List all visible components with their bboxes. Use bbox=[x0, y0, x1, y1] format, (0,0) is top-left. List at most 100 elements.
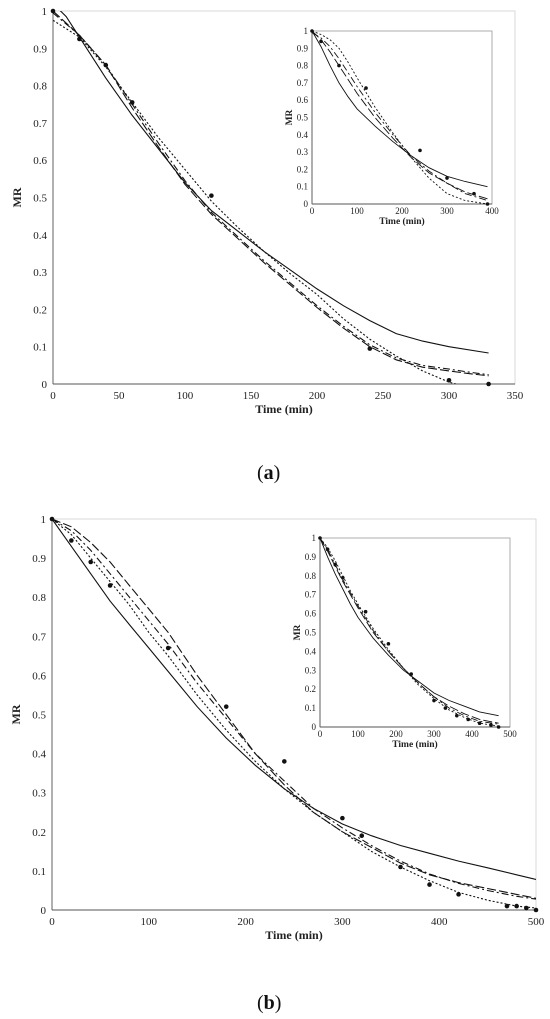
chart-b-inset-data-point bbox=[409, 672, 414, 676]
chart-b-inset-plot-frame bbox=[319, 537, 511, 728]
chart-b-y-tick-label: 0.3 bbox=[32, 788, 46, 800]
chart-a-inset-data-point bbox=[337, 63, 341, 68]
chart-a-data-point bbox=[209, 193, 214, 198]
chart-b-inset-y-tick-label: 0.2 bbox=[305, 684, 316, 694]
chart-b-inset-group: 0 0.1 0.2 0.3 0.4 0.5 0.6 0.7 0.8 0.9 1 0 100 200 300 4… bbox=[293, 533, 517, 750]
chart-b-inset-data-point bbox=[466, 717, 471, 722]
chart-b-y-tick-label: 0.9 bbox=[32, 553, 46, 565]
chart-a-inset-y-tick-label: 0.8 bbox=[297, 61, 309, 71]
chart-a-data-point bbox=[103, 62, 109, 68]
chart-a-inset-data-point bbox=[445, 176, 449, 180]
chart-b-y-tick-label: 0.5 bbox=[32, 710, 46, 722]
chart-b-y-tick-label: 0.1 bbox=[32, 866, 46, 878]
chart-a-inset-data-point bbox=[485, 202, 490, 206]
chart-a-series-dotted-line bbox=[53, 19, 458, 384]
chart-a-x-tick-label: 200 bbox=[309, 390, 326, 402]
chart-a-y-tick-label: 0.9 bbox=[33, 43, 47, 55]
chart-b-inset-series-solid-line bbox=[320, 538, 499, 717]
chart-b-inset-data-point bbox=[386, 642, 391, 646]
chart-b-data-point bbox=[223, 704, 229, 709]
chart-b-series-dash-dot-line bbox=[52, 519, 536, 900]
chart-a-y-tick-label: 0.6 bbox=[33, 155, 47, 167]
panel-label-a: (a) bbox=[257, 462, 281, 484]
chart-b-inset-y-tick-label: 0.7 bbox=[305, 590, 317, 600]
chart-a-inset-x-axis-label: Time (min) bbox=[379, 216, 424, 227]
chart-a-y-tick-label: 0.5 bbox=[33, 193, 47, 205]
chart-b-x-axis-label: Time (min) bbox=[265, 928, 322, 942]
chart-b-inset-x-tick-label: 400 bbox=[465, 729, 479, 739]
chart-a-inset-data-point bbox=[319, 39, 323, 44]
chart-b-data-point bbox=[524, 905, 529, 911]
chart-a-x-tick-label: 350 bbox=[507, 390, 524, 402]
chart-b-inset-y-tick-label: 0.6 bbox=[305, 609, 317, 619]
chart-b-x-tick-label: 400 bbox=[431, 916, 448, 928]
chart-a-inset-group: 0 0.1 0.2 0.3 0.4 0.5 0.6 0.7 0.8 0.9 1 0 100 200 300 4… bbox=[285, 26, 499, 227]
chart-b-inset-x-tick-label: 300 bbox=[427, 729, 441, 739]
chart-b-x-tick-label: 100 bbox=[141, 916, 158, 928]
chart-a-inset-y-tick-label: 0.2 bbox=[297, 164, 308, 174]
chart-b-y-tick-label: 0 bbox=[41, 905, 47, 917]
chart-b-y-tick-label: 0.2 bbox=[32, 827, 46, 839]
chart-b-group: 0 0.1 0.2 0.3 0.4 0.5 0.6 0.7 0.8 0.9 1 0 100 200 300 4… bbox=[9, 514, 545, 942]
chart-b-data-point bbox=[49, 516, 55, 522]
chart-b-data-point bbox=[69, 538, 74, 543]
chart-b-series-solid-line bbox=[52, 519, 536, 881]
chart-a-group: 00.10.20.30.40.50.60.70.80.910 50 100 150 20… bbox=[10, 6, 524, 416]
chart-a-x-tick-label: 0 bbox=[50, 390, 56, 402]
chart-b-y-tick-label: 0.4 bbox=[32, 749, 46, 761]
chart-a-y-tick-label: 0.3 bbox=[33, 267, 47, 279]
chart-a-inset-y-axis-label: MR bbox=[285, 109, 295, 125]
chart-b-inset-x-tick-label: 100 bbox=[351, 729, 365, 739]
chart-a-inset-series-dotted-line bbox=[312, 31, 488, 204]
chart-a-inset-y-tick-label: 1 bbox=[304, 26, 309, 36]
chart-b-inset-data-point bbox=[432, 698, 436, 703]
chart-a-inset-y-tick-label: 0.4 bbox=[297, 130, 309, 140]
chart-b-x-tick-label: 0 bbox=[49, 916, 55, 928]
chart-b-inset-y-tick-label: 0.3 bbox=[305, 665, 317, 675]
chart-b-inset-y-tick-label: 0.9 bbox=[305, 552, 317, 562]
chart-b-inset-data-point bbox=[341, 575, 345, 580]
chart-a-inset-y-tick-label: 0.9 bbox=[297, 43, 309, 53]
chart-a-y-tick-label: 1 bbox=[42, 6, 48, 18]
chart-b-inset-data-point bbox=[333, 562, 338, 567]
chart-b-data-point bbox=[282, 759, 287, 764]
chart-b-inset-y-tick-label: 1 bbox=[312, 533, 317, 543]
chart-b-data-point bbox=[88, 559, 94, 565]
chart-a-inset-y-tick-label: 0.7 bbox=[297, 78, 309, 88]
chart-a-inset-x-tick-label: 200 bbox=[395, 206, 409, 216]
chart-a-series-solid-line bbox=[59, 11, 489, 354]
chart-a-data-point bbox=[77, 36, 82, 42]
chart-b-inset-y-tick-label: 0 bbox=[312, 722, 317, 732]
chart-b-inset-series-dash-dot-line bbox=[320, 538, 499, 725]
chart-a-inset-y-tick-label: 0 bbox=[304, 199, 309, 209]
chart-b-inset-data-point bbox=[443, 706, 448, 710]
chart-b-inset-data-point bbox=[496, 725, 501, 729]
chart-b-inset-data-point bbox=[363, 609, 368, 614]
chart-b-inset-x-tick-label: 500 bbox=[503, 729, 517, 739]
chart-b-y-tick-label: 0.7 bbox=[32, 631, 46, 643]
chart-b-inset-data-point bbox=[455, 713, 459, 718]
chart-b-data-point bbox=[514, 903, 519, 909]
chart-a-y-axis-label: MR bbox=[10, 187, 24, 207]
chart-b-y-tick-label: 0.8 bbox=[32, 592, 46, 604]
chart-b-inset-series-dotted-line bbox=[320, 538, 499, 727]
chart-b-data-point bbox=[359, 833, 365, 839]
chart-b-inset-x-tick-label: 200 bbox=[389, 729, 403, 739]
chart-b-data-point bbox=[456, 892, 461, 897]
chart-b-data-point bbox=[533, 907, 539, 913]
chart-a-x-tick-label: 150 bbox=[243, 390, 260, 402]
chart-b-inset-data-point bbox=[318, 536, 322, 540]
chart-b-series-dotted-line bbox=[52, 519, 536, 909]
chart-a-y-tick-label: 0.7 bbox=[33, 118, 47, 130]
chart-a-y-tick-label: 0.2 bbox=[33, 304, 47, 316]
chart-a-x-tick-label: 50 bbox=[114, 390, 126, 402]
chart-a-inset-y-tick-label: 0.6 bbox=[297, 95, 309, 105]
chart-b-x-tick-label: 500 bbox=[528, 916, 545, 928]
chart-a-y-tick-label: 0.8 bbox=[33, 81, 47, 93]
chart-a-inset-data-point bbox=[472, 191, 476, 196]
chart-a-data-point bbox=[367, 346, 373, 351]
chart-a-data-point bbox=[50, 8, 56, 14]
chart-a-inset-y-tick-label: 0.1 bbox=[297, 182, 308, 192]
chart-a-data-point bbox=[446, 377, 452, 383]
